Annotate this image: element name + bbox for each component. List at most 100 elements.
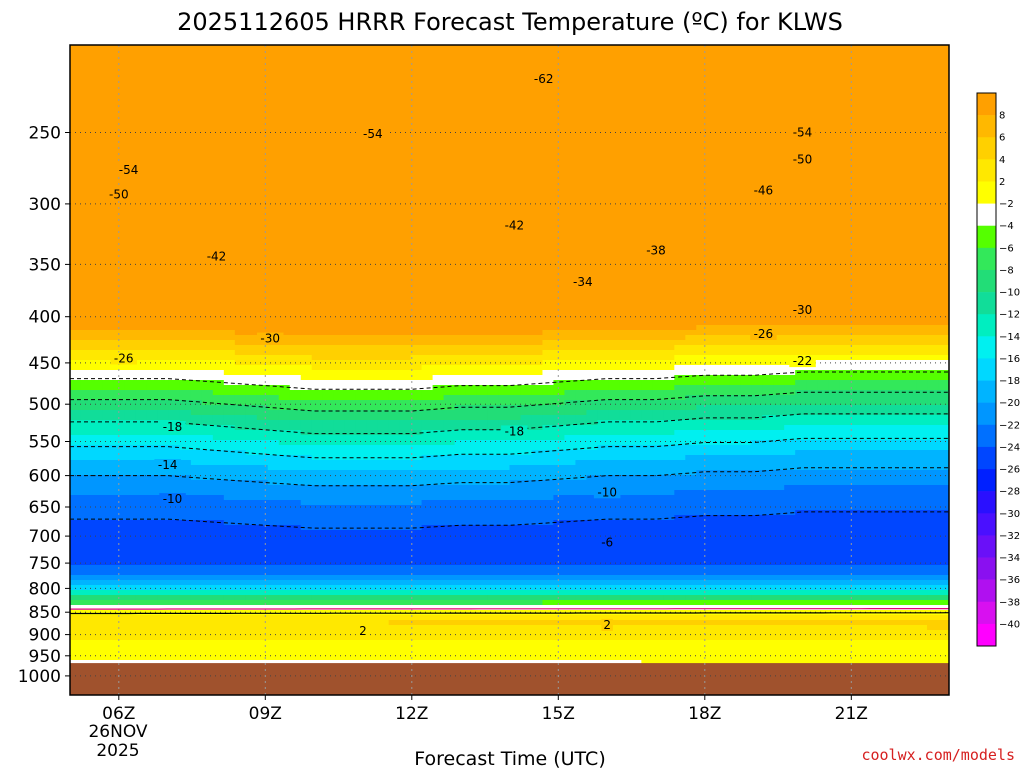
contour-label-bg (115, 163, 142, 176)
y-tick-label: 600 (29, 467, 61, 487)
contour-label: -54 (793, 126, 813, 140)
colorbar-swatch (977, 601, 996, 625)
contour-label: -6 (601, 536, 613, 550)
y-tick-label: 450 (29, 354, 61, 374)
contour-label: -22 (793, 354, 813, 368)
contour-label-bg (110, 352, 137, 365)
contour-label: -34 (573, 275, 593, 289)
contour-label: -42 (207, 249, 227, 263)
colorbar-label: −30 (999, 509, 1020, 520)
contour-label-bg (789, 153, 816, 166)
contour-label-bg (257, 332, 284, 345)
y-tick-label: 300 (29, 195, 61, 215)
colorbar-label: −4 (999, 221, 1014, 232)
contour-label: -26 (114, 352, 134, 366)
contour-label: -46 (754, 184, 774, 198)
contour-label: -18 (505, 424, 525, 438)
colorbar-swatch (977, 446, 996, 470)
colorbar-swatch (977, 402, 996, 426)
colorbar-swatch (977, 181, 996, 204)
y-tick-label: 950 (29, 647, 61, 667)
contour-label-bg (203, 250, 230, 263)
date-label-year: 2025 (96, 741, 139, 761)
contour-lines (70, 371, 949, 615)
contour-label-bg (501, 219, 528, 232)
contour-label: -50 (793, 153, 813, 167)
colorbar-label: −24 (999, 442, 1020, 453)
chart-title: 2025112605 HRRR Forecast Temperature (ºC… (177, 8, 843, 36)
colorbar-label: 2 (999, 177, 1005, 188)
y-tick-label: 700 (29, 527, 61, 547)
y-tick-label: 550 (29, 433, 61, 453)
colorbar-label: −32 (999, 531, 1020, 542)
contour-label: -54 (363, 127, 383, 141)
colorbar-swatch (977, 115, 996, 138)
x-tick-label: 18Z (688, 704, 721, 724)
contour-label-bg (105, 188, 133, 201)
colorbar-label: −16 (999, 354, 1020, 365)
contour-label-bg (750, 328, 777, 340)
contour-label: 2 (603, 618, 611, 632)
contour-label: -14 (158, 458, 178, 472)
contour-label-bg (359, 128, 386, 140)
colorbar-label: −40 (999, 619, 1020, 630)
isotherm-line (70, 612, 949, 615)
colorbar-label: −12 (999, 310, 1020, 321)
contour-label-bg (154, 459, 181, 471)
freezing-line (70, 608, 949, 610)
x-tick-label: 06Z (102, 704, 135, 724)
colorbar-label: −36 (999, 575, 1020, 586)
colorbar-swatch (977, 424, 996, 448)
y-tick-label: 1000 (18, 667, 61, 687)
contour-label: 2 (359, 624, 367, 638)
colorbar-label: −2 (999, 199, 1014, 210)
colorbar-label: −14 (999, 332, 1020, 343)
contour-label-bg (501, 425, 528, 438)
colorbar-swatch (977, 269, 996, 293)
colorbar-swatch (977, 93, 996, 116)
contour-label: -18 (163, 420, 183, 434)
y-tick-label: 250 (29, 124, 61, 144)
y-tick-label: 750 (29, 554, 61, 574)
colorbar-label: 6 (999, 133, 1005, 144)
contour-label: -62 (534, 72, 554, 86)
colorbar-label: 8 (999, 111, 1005, 122)
x-tick-label: 15Z (542, 704, 575, 724)
colorbar-label: −6 (999, 243, 1014, 254)
pressure-axis: 250 300 350 400 450 500 550 600 650 700 750 800 850 9… (18, 124, 70, 687)
colorbar-label: −28 (999, 487, 1020, 498)
contour-label: -10 (597, 485, 617, 499)
contour-label: -30 (793, 303, 813, 317)
y-tick-label: 350 (29, 255, 61, 275)
plot-frame (69, 44, 950, 696)
colorbar-swatch (977, 292, 996, 315)
x-tick-label: 12Z (395, 704, 428, 724)
x-tick-label: 21Z (835, 704, 868, 724)
colorbar-swatch (977, 247, 996, 271)
colorbar-label: −34 (999, 553, 1020, 564)
contour-label: -38 (646, 244, 666, 258)
colorbar-swatch (977, 535, 996, 558)
colorbar-swatch (977, 336, 996, 359)
colorbar-label: −18 (999, 376, 1020, 387)
colorbar-label: −20 (999, 398, 1020, 409)
colorbar-swatch (977, 513, 996, 536)
colorbar-swatch (977, 314, 996, 337)
colorbar-swatch (977, 225, 996, 249)
contour-label-bg (597, 536, 617, 549)
contour-label: -54 (119, 163, 139, 177)
contour-labels: -62-54-54-50-54-50-46-42-42 -38-34-30-30-… (105, 72, 816, 638)
colorbar-label: −10 (999, 288, 1020, 299)
colorbar-label: −8 (999, 266, 1014, 277)
colorbar-frame (976, 92, 997, 647)
colorbar-label: −26 (999, 465, 1020, 476)
y-tick-label: 650 (29, 498, 61, 518)
grid-lines (70, 45, 949, 695)
x-axis-label: Forecast Time (UTC) (414, 748, 605, 768)
contour-label: -50 (109, 188, 129, 202)
contour-label-bg (159, 493, 186, 506)
contour-label-bg (159, 421, 186, 433)
time-axis: 06Z 09Z 12Z 15Z 18Z 21Z (102, 695, 868, 724)
contour-label-bg (593, 486, 621, 499)
x-tick-label: 09Z (249, 704, 282, 724)
